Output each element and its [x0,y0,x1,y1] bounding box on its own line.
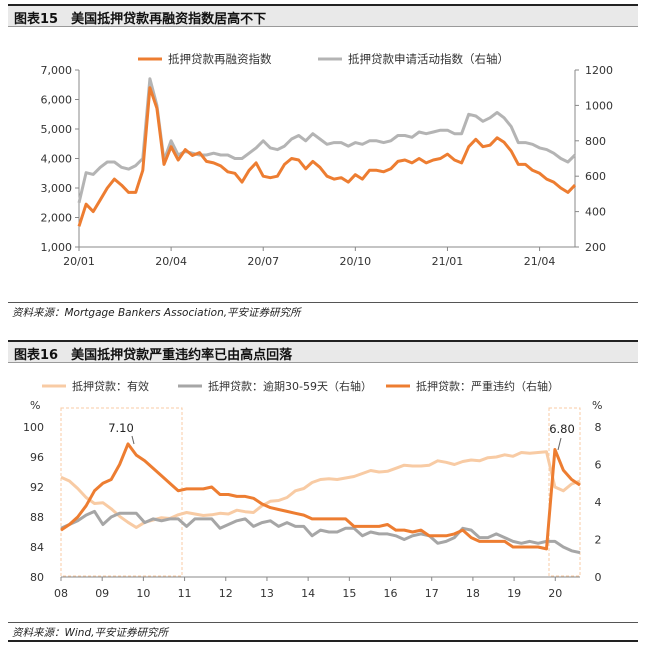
annotation-peak-2020: 6.80 [549,422,575,436]
chart1-legend: 抵押贷款再融资指数 抵押贷款申请活动指数（右轴） [138,52,509,66]
figure15-source-bar: 资料来源：Mortgage Bankers Association,平安证券研究… [8,302,638,319]
chart2-x-tick-label: 19 [507,587,521,600]
highlight-box-2020 [548,407,581,577]
chart1-x-tick-label: 21/01 [432,255,464,268]
chart2-x-tick-label: 12 [219,587,233,600]
chart2-right-tick-label: 2 [595,534,602,547]
chart-refinance-index: 抵押贷款再融资指数 抵押贷款申请活动指数（右轴） 1,000 2,000 3,000… [41,52,614,268]
chart1-right-tick-label: 800 [585,135,606,148]
chart2-right-tick-label: 8 [595,421,602,434]
figure16-title: 图表16 美国抵押贷款严重违约率已由高点回落 [14,348,293,363]
figure15-source: 资料来源：Mortgage Bankers Association,平安证券研究… [12,307,301,319]
chart-delinquency-rate: 抵押贷款：有效 抵押贷款：逾期30-59天（右轴） 抵押贷款：严重违约（右轴） … [23,379,602,600]
figure16-source: 资料来源：Wind,平安证券研究所 [12,627,168,639]
legend-label-serious: 抵押贷款：严重违约（右轴） [416,379,559,393]
figure15-title: 图表15 美国抵押贷款再融资指数居高不下 [14,12,267,27]
figure16-source-bar: 资料来源：Wind,平安证券研究所 [8,622,638,639]
legend-label-active: 抵押贷款：有效 [72,379,149,393]
chart2-legend: 抵押贷款：有效 抵押贷款：逾期30-59天（右轴） 抵押贷款：严重违约（右轴） [42,379,559,393]
chart2-x-tick-label: 18 [466,587,480,600]
highlight-box-2009 [60,407,183,577]
chart1-left-tick-label: 7,000 [41,64,73,77]
chart2-left-tick-label: 88 [30,511,44,524]
legend-label-30-59: 抵押贷款：逾期30-59天（右轴） [208,379,372,393]
chart1-axes: 1,000 2,000 3,000 4,000 5,000 6,000 7,000 200 40… [41,64,614,268]
chart2-left-tick-label: 96 [30,451,44,464]
figure16-title-bar: 图表16 美国抵押贷款严重违约率已由高点回落 [8,340,638,363]
chart1-x-tick-label: 20/07 [247,255,279,268]
annotation-peak-2009: 7.10 [108,421,134,435]
annotation-pointer-2020 [557,437,562,451]
chart1-x-tick-label: 21/04 [524,255,556,268]
series-line-serious-delinquency [60,442,581,551]
chart1-x-tick-label: 20/01 [63,255,95,268]
chart2-right-tick-label: 6 [595,459,602,472]
annotation-pointer-2009 [131,435,135,445]
chart2-x-tick-label: 10 [136,587,150,600]
chart1-left-tick-label: 3,000 [41,182,73,195]
chart1-left-tick-label: 1,000 [41,241,73,254]
chart2-left-tick-label: 84 [30,541,44,554]
chart2-x-tick-label: 09 [95,587,109,600]
chart2-right-tick-label: 0 [595,571,602,584]
chart2-x-tick-label: 13 [260,587,274,600]
chart1-right-tick-label: 1200 [585,64,613,77]
chart1-right-tick-label: 200 [585,241,606,254]
chart1-left-tick-label: 5,000 [41,123,73,136]
right-axis-unit: % [592,399,602,412]
chart1-x-tick-label: 20/04 [155,255,187,268]
chart2-left-tick-label: 100 [23,421,44,434]
chart1-right-tick-label: 400 [585,206,606,219]
bottom-rule [8,640,638,642]
legend-label-application: 抵押贷款申请活动指数（右轴） [348,52,509,66]
chart1-left-tick-label: 4,000 [41,153,73,166]
left-axis-unit: % [30,399,40,412]
chart1-series [77,77,577,227]
chart2-x-tick-label: 16 [384,587,398,600]
chart1-left-tick-label: 2,000 [41,212,73,225]
chart2-axes: 80 84 88 92 96 100 0 2 4 6 8 08 09 10 11 12 13 14 15 16 17 18… [23,421,602,600]
chart2-left-tick-label: 80 [30,571,44,584]
chart2-x-tick-label: 17 [425,587,439,600]
chart2-left-tick-label: 92 [30,481,44,494]
series-line-refinance-index [77,86,577,227]
series-line-30-59-days [60,509,581,555]
chart2-x-tick-label: 20 [548,587,562,600]
chart2-x-tick-label: 08 [54,587,68,600]
chart2-right-tick-label: 4 [595,496,602,509]
figure15-title-bar: 图表15 美国抵押贷款再融资指数居高不下 [8,4,638,27]
chart2-x-tick-label: 15 [342,587,356,600]
chart1-x-tick-label: 20/10 [339,255,371,268]
chart1-right-tick-label: 1000 [585,99,613,112]
chart2-x-tick-label: 14 [301,587,315,600]
chart1-right-tick-label: 600 [585,170,606,183]
legend-label-refinance: 抵押贷款再融资指数 [168,52,272,66]
chart1-left-tick-label: 6,000 [41,94,73,107]
chart2-series [60,442,581,555]
chart2-x-tick-label: 11 [178,587,192,600]
